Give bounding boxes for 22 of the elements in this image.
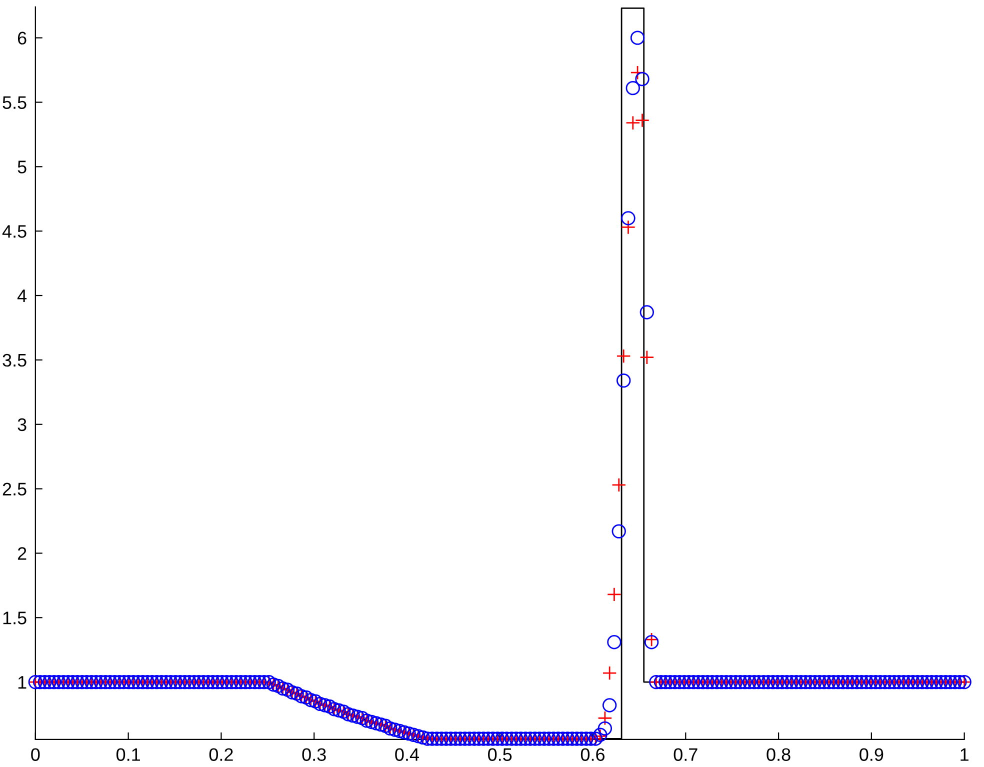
y-tick-label: 5.5 xyxy=(2,96,26,109)
x-tick-label: 0.5 xyxy=(488,748,512,761)
x-tick-label: 0 xyxy=(31,748,40,761)
x-tick-label: 0.9 xyxy=(860,748,884,761)
y-tick-label: 4 xyxy=(17,290,27,302)
y-tick-label: 4.5 xyxy=(2,225,26,238)
y-tick-label: 1.5 xyxy=(3,612,26,624)
x-tick-label: 0.1 xyxy=(116,748,140,761)
x-tick-label: 0.2 xyxy=(209,748,233,761)
x-tick-label: 0.6 xyxy=(580,748,605,761)
x-tick-label: 0.3 xyxy=(302,748,326,761)
x-tick-label: 0.8 xyxy=(766,748,790,761)
y-tick-label: 3 xyxy=(18,418,26,432)
x-tick-label: 0.7 xyxy=(674,748,698,761)
x-tick-label: 0.4 xyxy=(395,748,420,761)
x-tick-label: 1 xyxy=(960,748,968,761)
y-tick-label: 2 xyxy=(18,547,26,560)
y-tick-label: 1 xyxy=(18,676,26,689)
y-tick-label: 2.5 xyxy=(2,482,26,496)
y-tick-label: 5 xyxy=(18,160,26,174)
y-tick-label: 6 xyxy=(18,32,26,45)
y-tick-label: 3.5 xyxy=(2,354,26,367)
